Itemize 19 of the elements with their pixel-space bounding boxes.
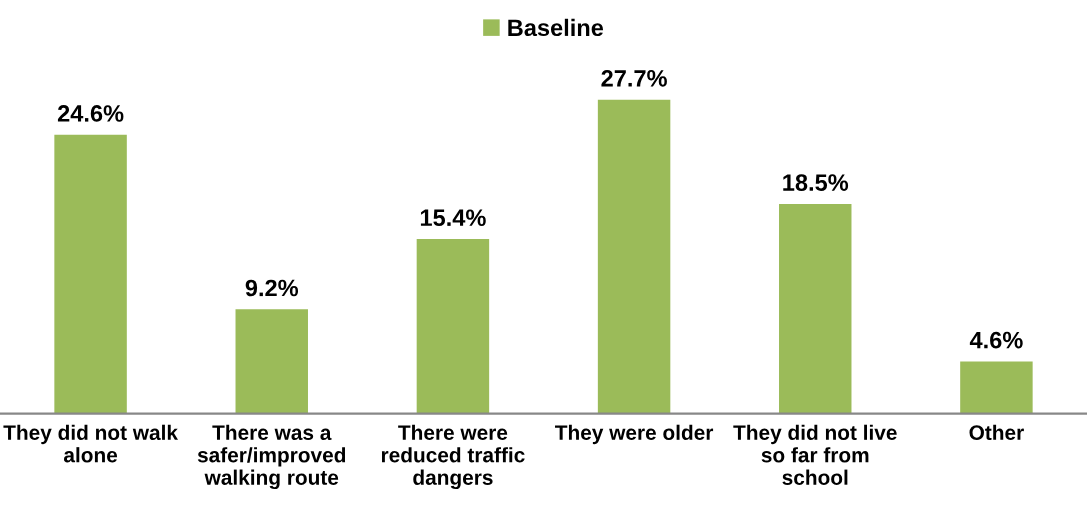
bar — [235, 309, 308, 414]
data-label: 24.6% — [57, 105, 124, 122]
x-tick-label: There was a safer/improved walking route — [197, 424, 346, 490]
data-label: 18.5% — [783, 174, 849, 191]
bar — [54, 134, 127, 414]
data-label: 9.2% — [245, 279, 299, 297]
legend-label: Baseline — [508, 18, 604, 37]
x-tick-label: They did not live so far from school — [733, 424, 897, 485]
data-label: 4.6% — [969, 331, 1023, 349]
x-tick-label: There were reduced traffic dangers — [381, 424, 525, 490]
bar — [416, 239, 490, 414]
data-label: 15.4% — [420, 209, 486, 227]
bar — [597, 99, 671, 414]
x-tick-label: They did not walk alone — [3, 424, 178, 463]
x-tick-label: They were older — [555, 424, 714, 445]
bar — [779, 203, 852, 414]
bar — [960, 361, 1033, 414]
data-label: 27.7% — [601, 69, 667, 87]
x-tick-label: Other — [969, 424, 1024, 441]
